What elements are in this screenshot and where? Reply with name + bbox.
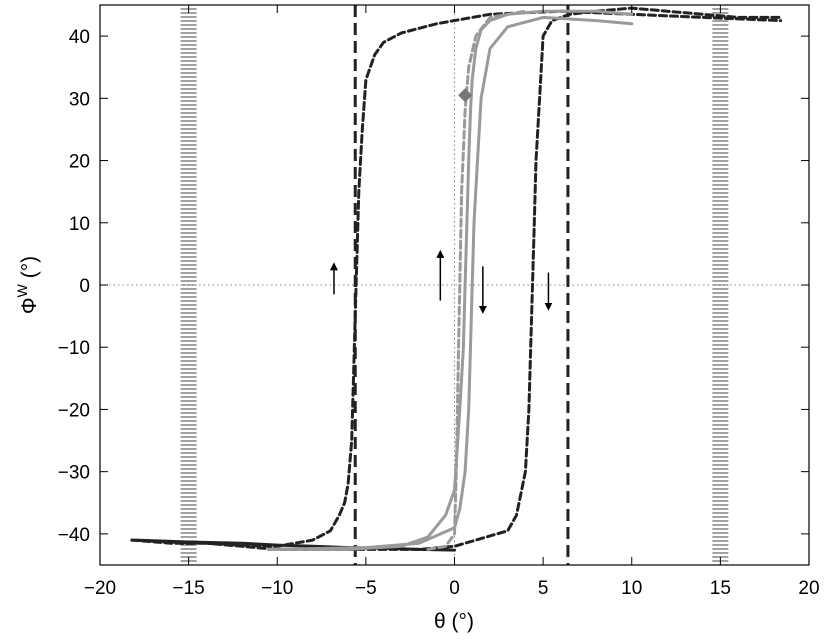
y-axis-title: ΦW (°) xyxy=(14,256,41,314)
y-tick-label: 40 xyxy=(69,27,90,48)
series-line-2 xyxy=(133,538,456,552)
series-line-5 xyxy=(426,9,527,551)
plot-area xyxy=(100,5,809,565)
x-axis-title: θ (°) xyxy=(434,610,474,633)
y-tick-label: −40 xyxy=(58,525,90,546)
y-tick-label: −20 xyxy=(58,400,90,421)
series-line-0 xyxy=(130,9,783,548)
y-tick-label: 20 xyxy=(69,152,90,173)
hatched-band-1 xyxy=(712,5,729,565)
hatched-band-0 xyxy=(180,5,197,565)
x-tick-label: 15 xyxy=(710,578,731,599)
y-axis-title-base: Φ xyxy=(18,297,41,314)
y-axis-title-unit: (°) xyxy=(18,256,41,284)
x-tick-label: 10 xyxy=(621,578,642,599)
x-tick-label: −5 xyxy=(355,578,377,599)
x-tick-label: −20 xyxy=(84,578,116,599)
x-tick-label: −10 xyxy=(261,578,293,599)
x-tick-label: 5 xyxy=(538,578,549,599)
axis-ticks xyxy=(99,5,810,565)
y-tick-label: −30 xyxy=(58,463,90,484)
x-tick-label: −15 xyxy=(173,578,205,599)
y-tick-label: −10 xyxy=(58,338,90,359)
y-axis-title-sup: W xyxy=(14,283,30,297)
y-tick-label: 10 xyxy=(69,214,90,235)
tick-labels: −20 −15 −10 −5 0 5 10 15 20 −40 −30 −20 −10 0 10 20 30 40 xyxy=(58,27,820,599)
series-line-1 xyxy=(130,6,781,551)
x-tick-label: 0 xyxy=(449,578,460,599)
series-line-3 xyxy=(266,9,634,551)
y-tick-label: 0 xyxy=(79,276,90,297)
diamond-marker-0 xyxy=(458,88,473,103)
series-line-4 xyxy=(266,15,634,551)
y-tick-label: 30 xyxy=(69,89,90,110)
x-tick-label: 20 xyxy=(798,578,819,599)
